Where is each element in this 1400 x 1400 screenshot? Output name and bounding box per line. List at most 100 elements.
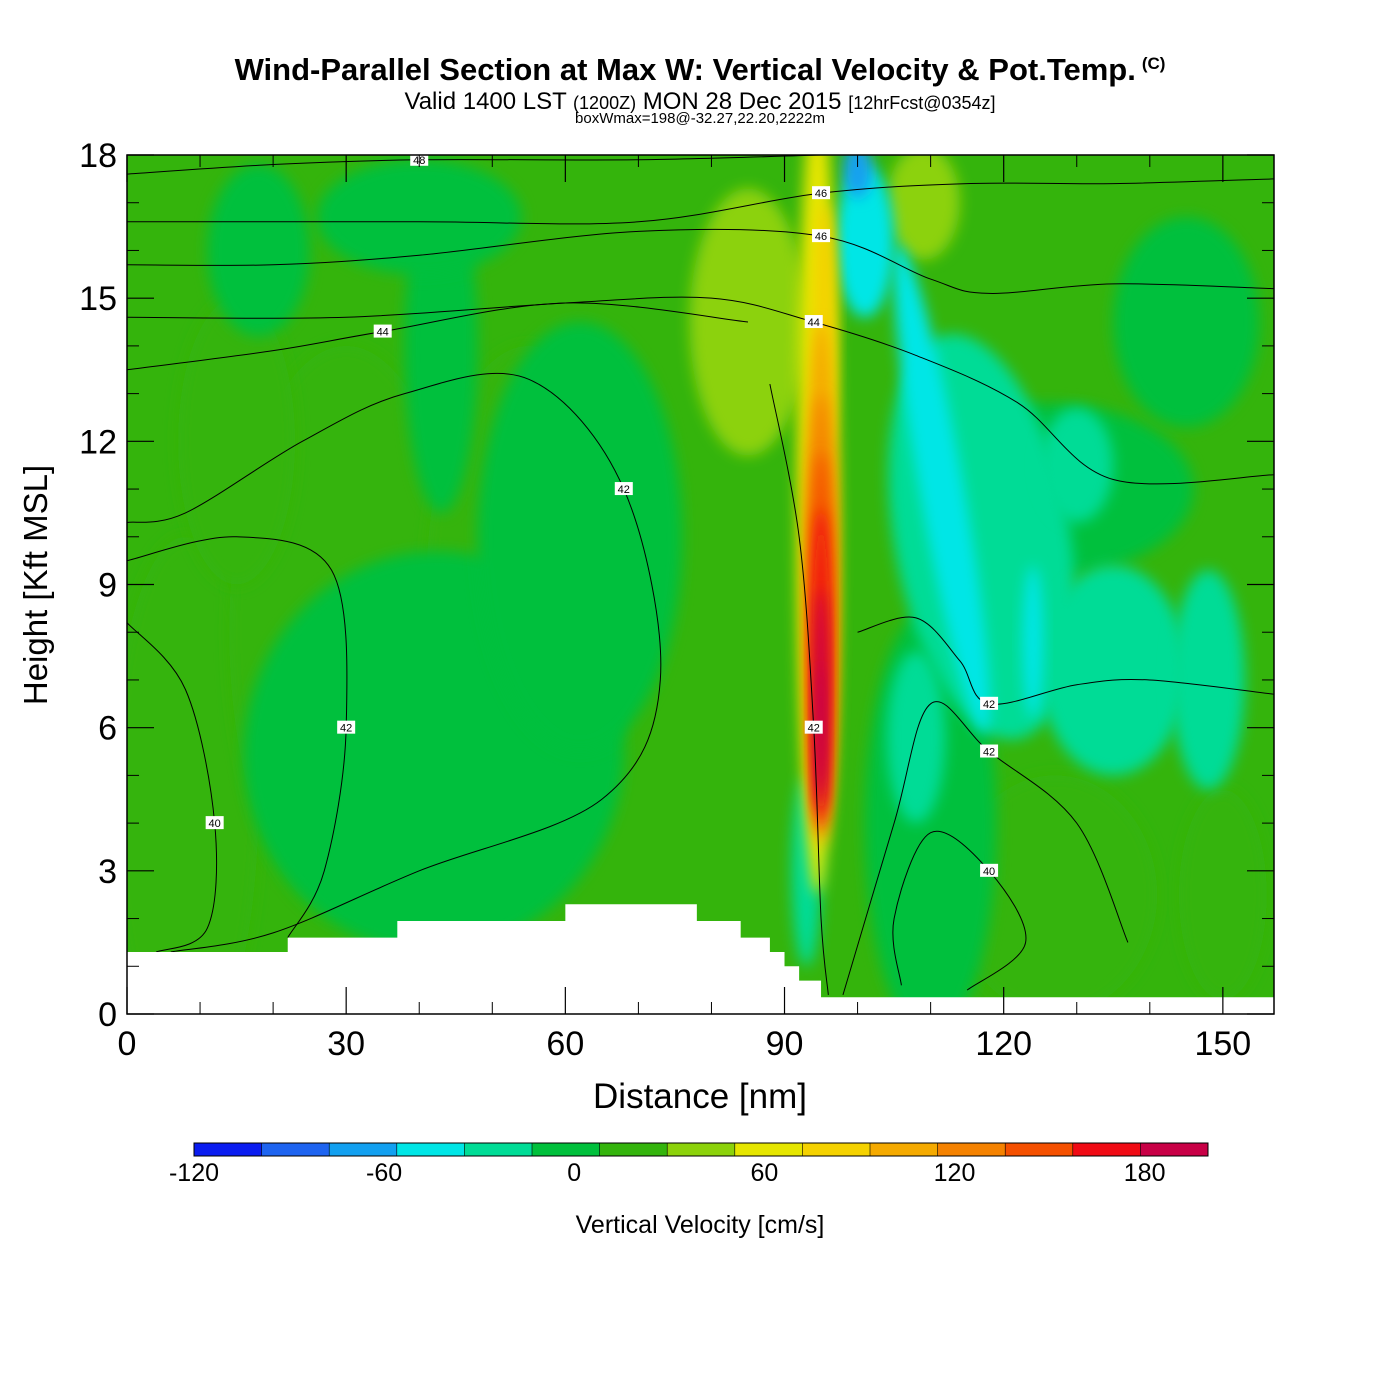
- valid-date: MON 28 Dec 2015: [642, 88, 842, 115]
- velocity-patch: [886, 155, 960, 260]
- velocity-patch: [893, 244, 990, 734]
- velocity-patch: [127, 536, 259, 1014]
- theta-contour-line: [892, 830, 1027, 991]
- theta-contour-line: [127, 372, 662, 953]
- x-tick-label: 0: [118, 1025, 137, 1063]
- velocity-patch: [207, 164, 310, 337]
- contour-label: 42: [983, 747, 995, 759]
- x-axis-label: Distance [nm]: [593, 1077, 807, 1116]
- y-tick-label: 18: [79, 137, 117, 175]
- colorbar-bin: [1005, 1143, 1074, 1156]
- contour-label: 40: [983, 866, 995, 878]
- velocity-patch: [178, 298, 296, 585]
- chart-subtitle: Valid 1400 LST (1200Z) MON 28 Dec 2015 […: [0, 88, 1400, 116]
- velocity-patch: [1113, 217, 1260, 428]
- colorbar-tick-label: -120: [169, 1159, 219, 1187]
- theta-contour-line: [127, 302, 749, 371]
- contour-label-bg: [804, 720, 823, 734]
- colorbar-bin: [194, 1143, 263, 1156]
- contour-label-bg: [980, 863, 999, 877]
- y-tick-label: 15: [79, 280, 117, 318]
- contour-label: 42: [618, 484, 630, 496]
- velocity-field: [127, 155, 1267, 1014]
- chart-title: Wind-Parallel Section at Max W: Vertical…: [234, 52, 1166, 87]
- colorbar-tick-label: 0: [567, 1159, 581, 1187]
- theta-contour-line: [857, 616, 1274, 705]
- y-tick-label: 9: [98, 567, 117, 605]
- colorbar-bin: [532, 1143, 601, 1156]
- colorbar-bin: [937, 1143, 1006, 1156]
- x-tick-label: 30: [327, 1025, 365, 1063]
- velocity-patch: [1179, 789, 1267, 1000]
- velocity-patch: [952, 775, 1158, 1014]
- theta-contour-line: [842, 701, 1129, 996]
- velocity-patch: [477, 322, 683, 752]
- colorbar-bin: [1072, 1143, 1141, 1156]
- x-tick-label: 150: [1194, 1025, 1251, 1063]
- contour-label-bg: [337, 720, 356, 734]
- colorbar-tick-label: 60: [750, 1159, 778, 1187]
- theta-contour-line: [127, 536, 348, 938]
- valid-utc: (1200Z): [573, 93, 637, 113]
- contour-label-bg: [205, 816, 224, 830]
- velocity-patch: [1040, 407, 1114, 523]
- velocity-patch: [842, 155, 873, 198]
- velocity-patch: [835, 164, 895, 318]
- contour-label: 46: [815, 188, 827, 200]
- theta-contour-line: [127, 178, 1274, 225]
- contour-label: 46: [815, 231, 827, 243]
- contour-label: 44: [808, 317, 820, 329]
- theta-contour-line: [127, 228, 1274, 294]
- velocity-patch: [1022, 565, 1044, 719]
- colorbar-label: Vertical Velocity [cm/s]: [576, 1211, 825, 1239]
- contour-label: 42: [340, 723, 352, 735]
- contour-label-bg: [373, 324, 392, 338]
- velocity-patch: [316, 159, 522, 275]
- y-tick-label: 6: [98, 710, 117, 748]
- y-tick-label: 0: [98, 996, 117, 1034]
- contour-label: 42: [808, 723, 820, 735]
- velocity-patch: [1171, 570, 1245, 790]
- contour-label: 42: [983, 699, 995, 711]
- colorbar-bin: [261, 1143, 330, 1156]
- x-tick-label: 120: [975, 1025, 1032, 1063]
- y-axis-label: Height [Kft MSL]: [17, 465, 54, 705]
- axes: 0 30 60 90 120 150 0 3 6 9 12 15 18: [79, 137, 1274, 1063]
- velocity-patch: [1040, 565, 1187, 776]
- valid-time: Valid 1400 LST: [404, 88, 567, 115]
- contour-label-bg: [812, 186, 831, 200]
- colorbar-tick-label: -60: [366, 1159, 402, 1187]
- colorbar-bin: [734, 1143, 803, 1156]
- colorbar-frame: [193, 1142, 1209, 1157]
- title-tag: (C): [1141, 53, 1166, 73]
- theta-contour-line: [769, 383, 829, 995]
- x-tick-label: 60: [546, 1025, 584, 1063]
- velocity-patch: [886, 651, 946, 824]
- colorbar-bin: [329, 1143, 398, 1156]
- forecast-info: [12hrFcst@0354z]: [848, 93, 996, 113]
- contour-label-bg: [980, 744, 999, 758]
- contour-label-bg: [812, 229, 831, 243]
- x-tick-label: 90: [766, 1025, 804, 1063]
- colorbar-tick-label: 120: [934, 1159, 976, 1187]
- colorbar-bin: [667, 1143, 736, 1156]
- colorbar: -120 -60 0 60 120 180: [169, 1142, 1209, 1187]
- contour-label-bg: [804, 315, 823, 329]
- terrain-mask: [127, 904, 1274, 1014]
- colorbar-bin: [396, 1143, 465, 1156]
- colorbar-bin: [802, 1143, 871, 1156]
- colorbar-bin: [599, 1143, 668, 1156]
- contour-label: 44: [377, 327, 389, 339]
- colorbar-bin: [870, 1143, 939, 1156]
- colorbar-tick-label: 180: [1124, 1159, 1166, 1187]
- colorbar-bin: [464, 1143, 533, 1156]
- contour-label: 40: [209, 818, 221, 830]
- colorbar-bin: [1140, 1143, 1209, 1156]
- theta-contour-line: [127, 296, 1274, 485]
- contour-label-bg: [980, 696, 999, 710]
- y-tick-label: 3: [98, 853, 117, 891]
- contour-label-bg: [614, 482, 633, 496]
